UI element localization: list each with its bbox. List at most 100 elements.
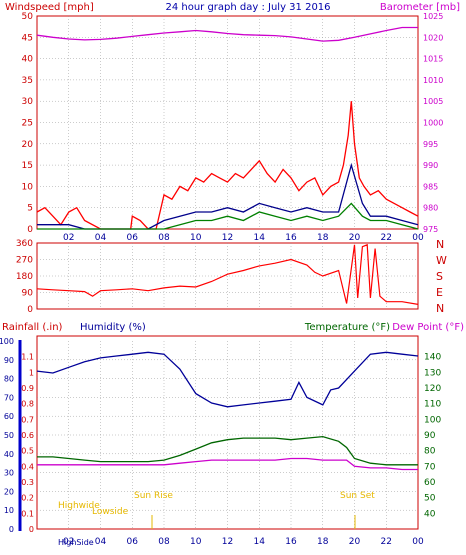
barometer-tick-label: 980 (423, 204, 438, 213)
humidity-tick-label: 50 (4, 431, 14, 440)
temperature-axis-label: Temperature (°F) (304, 322, 390, 333)
panel1-x-tick-label: 20 (349, 233, 361, 243)
temperature-tick-label: 40 (424, 509, 436, 519)
wind-tick-label: 50 (22, 12, 34, 22)
wind-average-line (37, 162, 419, 230)
panel3-x-tick-label: 08 (158, 537, 170, 547)
bottom-side-label: HighSide (58, 538, 94, 547)
panel3-x-tick-label: 12 (222, 537, 233, 547)
panel1-x-tick-label: 00 (412, 233, 424, 243)
rain-tick-label: 0 (29, 525, 34, 534)
compass-label: W (436, 254, 447, 267)
humidity-temperature-panel: 0 10 20 30 40 50 60 70 80 90 100 0 0.1 0.2 0.3 0.4 0.5 0… (0, 335, 441, 534)
lowside-label: Lowside (92, 507, 129, 517)
rain-tick-label: 1 (29, 368, 34, 377)
temperature-tick-label: 120 (424, 384, 441, 394)
wind-tick-label: 0 (27, 225, 33, 235)
rain-tick-label: 0.9 (21, 384, 34, 393)
barometer-tick-label: 1015 (423, 55, 443, 64)
barometer-tick-label: 1025 (423, 12, 443, 21)
temperature-tick-label: 110 (424, 400, 441, 410)
sunset-label: Sun Set (340, 491, 375, 501)
panel3-x-tick-label: 10 (190, 537, 202, 547)
humidity-tick-label: 70 (4, 393, 14, 402)
compass-label: E (436, 286, 443, 299)
temperature-tick-label: 100 (424, 415, 441, 425)
humidity-tick-label: 80 (4, 375, 14, 384)
barometer-axis-label: Barometer [mb] (380, 2, 460, 13)
humidity-tick-label: 100 (0, 337, 14, 346)
direction-tick-label: 0 (27, 305, 33, 315)
temperature-tick-label: 60 (424, 478, 436, 488)
temperature-line (37, 435, 418, 466)
humidity-tick-label: 10 (4, 506, 14, 515)
chart-title: 24 hour graph day : July 31 2016 (165, 2, 330, 13)
wind-tick-label: 20 (22, 140, 34, 150)
panel1-x-tick-label: 18 (317, 233, 329, 243)
dewpoint-axis-label: Dew Point (°F) (392, 322, 464, 333)
panel1-x-tick-label: 22 (381, 233, 392, 243)
panel1-x-tick-label: 04 (95, 233, 107, 243)
direction-tick-label: 90 (22, 289, 34, 299)
humidity-tick-label: 60 (4, 412, 14, 421)
compass-label: S (436, 270, 443, 283)
wind-low-line (37, 202, 419, 230)
direction-tick-label: 270 (16, 256, 33, 266)
barometer-tick-label: 995 (423, 140, 438, 149)
panel1-x-tick-label: 06 (127, 233, 139, 243)
wind-tick-label: 30 (22, 97, 34, 107)
dewpoint-line (37, 457, 418, 471)
humidity-axis-label: Humidity (%) (80, 322, 146, 333)
direction-tick-label: 360 (16, 239, 33, 249)
wind-direction-line (36, 243, 419, 305)
barometer-tick-label: 1010 (423, 76, 443, 85)
panel1-x-tick-label: 14 (254, 233, 266, 243)
rain-tick-label: 1.1 (21, 353, 34, 362)
barometer-line (36, 26, 418, 42)
barometer-tick-label: 990 (423, 161, 438, 170)
compass-label: N (436, 238, 444, 251)
highwide-label: Highwide (58, 501, 100, 511)
wind-tick-label: 45 (22, 33, 33, 43)
panel3-x-tick-label: 06 (127, 537, 139, 547)
humidity-tick-label: 0 (9, 525, 14, 534)
panel3-x-tick-label: 18 (317, 537, 329, 547)
panel1-x-tick-label: 08 (158, 233, 170, 243)
panel3-x-tick-label: 16 (285, 537, 297, 547)
panel1-x-tick-label: 16 (285, 233, 297, 243)
rain-axis-label: Rainfall (.in) (2, 322, 63, 333)
humidity-tick-label: 90 (4, 356, 14, 365)
rain-tick-label: 0.3 (21, 478, 34, 487)
panel3-x-tick-label: 14 (254, 537, 266, 547)
wind-axis-label: Windspeed [mph] (5, 2, 94, 13)
rain-tick-label: 0.2 (21, 494, 34, 503)
rain-tick-label: 0.1 (21, 509, 34, 518)
panel3-x-tick-label: 02 (63, 537, 74, 547)
panel1-x-tick-label: 12 (222, 233, 233, 243)
humidity-tick-label: 30 (4, 469, 14, 478)
sunrise-label: Sun Rise (134, 491, 173, 501)
panel3-frame (36, 335, 419, 530)
temperature-tick-label: 80 (424, 447, 436, 457)
humidity-tick-label: 40 (4, 450, 14, 459)
barometer-tick-label: 1005 (423, 97, 443, 106)
barometer-tick-label: 975 (423, 225, 438, 234)
temperature-tick-label: 50 (424, 494, 436, 504)
panel3-x-tick-label: 04 (95, 537, 107, 547)
barometer-tick-label: 1000 (423, 119, 443, 128)
temperature-tick-label: 140 (424, 353, 441, 363)
rain-tick-label: 0.4 (21, 462, 34, 471)
rain-tick-label: 0.6 (21, 431, 34, 440)
panel3-x-tick-label: 00 (412, 537, 424, 547)
temperature-tick-label: 90 (424, 431, 436, 441)
humidity-line (36, 351, 419, 408)
compass-label: N (436, 302, 444, 315)
panel3-x-tick-label: 22 (381, 537, 392, 547)
direction-tick-label: 180 (16, 272, 33, 282)
wind-tick-label: 40 (22, 55, 34, 65)
wind-tick-label: 25 (22, 119, 33, 129)
rain-tick-label: 0.8 (21, 400, 34, 409)
